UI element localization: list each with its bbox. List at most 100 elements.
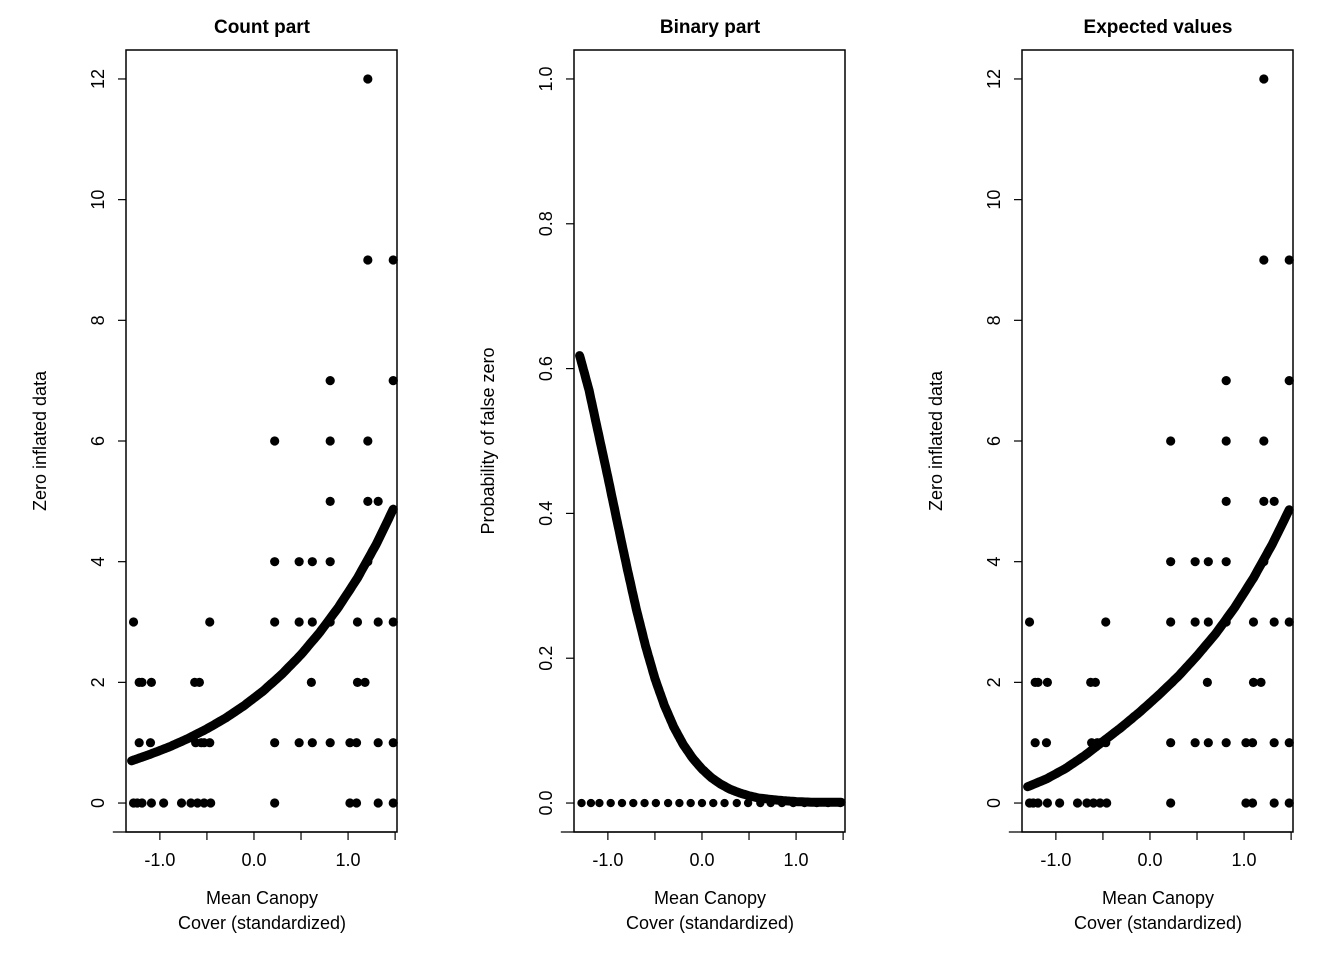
x-tick-label: 1.0: [784, 850, 809, 870]
y-tick-label: 0.0: [536, 791, 556, 816]
data-point: [270, 617, 280, 627]
data-point: [270, 798, 280, 808]
data-point: [363, 255, 373, 265]
data-point: [663, 798, 673, 808]
data-point: [1203, 617, 1213, 627]
data-point: [128, 617, 139, 627]
y-tick-label: 6: [984, 436, 1004, 446]
data-point: [1190, 557, 1200, 567]
y-tick-label: 6: [88, 436, 108, 446]
panel-expected-values: Expected values -1.0 0.0 1.0 0 2 4 6 8 10 12 Mean…: [926, 17, 1294, 933]
data-point: [270, 436, 280, 446]
data-point: [586, 798, 596, 808]
data-point: [777, 798, 787, 808]
y-tick-label: 0.2: [536, 646, 556, 671]
data-point: [388, 617, 398, 627]
data-point: [1033, 798, 1043, 808]
data-point: [1024, 617, 1035, 627]
data-point: [697, 798, 707, 808]
x-tick-label: -1.0: [144, 850, 175, 870]
data-point: [270, 738, 280, 748]
data-point: [709, 798, 718, 808]
x-tick-label: 0.0: [241, 850, 266, 870]
y-axis-label: Probability of false zero: [478, 347, 498, 534]
data-point: [373, 617, 383, 627]
data-point: [134, 738, 144, 748]
data-point: [1284, 255, 1294, 265]
y-tick-label: 0.4: [536, 501, 556, 526]
data-point: [1166, 557, 1176, 567]
data-point: [1247, 738, 1258, 748]
data-point: [325, 557, 335, 567]
data-point: [205, 738, 215, 748]
data-point: [800, 798, 809, 808]
plot-frame: [573, 49, 846, 833]
data-point: [325, 376, 335, 386]
plot-marks: -1.0 0.0 1.0 0.0 0.2 0.4 0.6 0.8 1.0: [536, 66, 846, 870]
data-point: [307, 617, 317, 627]
x-axis-label-line-2: Cover (standardized): [1074, 913, 1242, 933]
data-point: [1248, 617, 1259, 627]
data-point: [836, 798, 845, 808]
data-point: [146, 677, 157, 687]
data-point: [373, 496, 383, 506]
data-point: [351, 798, 362, 808]
data-point: [145, 738, 156, 748]
data-point: [1221, 376, 1231, 386]
data-point: [1259, 436, 1269, 446]
data-point: [137, 798, 147, 808]
data-point: [270, 557, 280, 567]
data-point: [1269, 798, 1279, 808]
data-point: [1269, 496, 1279, 506]
panel-count-part: Count part -1.0 0.0 1.0 0 2 4 6 8 10 12 Mean Cano…: [30, 17, 398, 933]
data-point: [1284, 798, 1294, 808]
data-point: [1190, 738, 1200, 748]
data-point: [789, 798, 798, 808]
data-point: [577, 798, 586, 808]
data-point: [146, 798, 157, 808]
plot-marks: -1.0 0.0 1.0 0 2 4 6 8 10 12: [984, 69, 1294, 870]
data-point: [720, 798, 729, 808]
data-point: [1241, 738, 1251, 748]
panel-title: Count part: [214, 17, 311, 38]
data-point: [363, 496, 373, 506]
fitted-curve: [127, 504, 398, 766]
data-point: [1259, 74, 1269, 84]
y-tick-label: 8: [88, 315, 108, 325]
y-tick-label: 2: [984, 677, 1004, 687]
data-point: [1166, 798, 1176, 808]
y-tick-label: 10: [984, 190, 1004, 210]
data-point: [1042, 677, 1053, 687]
data-point: [373, 738, 383, 748]
data-point: [307, 738, 317, 748]
data-point: [306, 677, 316, 687]
data-point: [1221, 496, 1231, 506]
data-point: [1101, 738, 1111, 748]
data-point: [1203, 557, 1213, 567]
data-point: [176, 798, 187, 808]
data-point: [1284, 738, 1294, 748]
data-point: [1190, 617, 1200, 627]
x-axis-label-line-1: Mean Canopy: [206, 888, 318, 908]
data-point: [1221, 617, 1231, 627]
data-point: [606, 798, 615, 808]
data-point: [1247, 798, 1258, 808]
data-point: [345, 798, 355, 808]
data-point: [1259, 557, 1269, 567]
data-point: [206, 798, 216, 808]
y-tick-label: 12: [984, 69, 1004, 89]
y-tick-label: 2: [88, 677, 108, 687]
y-tick-label: 0: [88, 798, 108, 808]
data-point: [199, 798, 209, 808]
data-point: [1259, 496, 1269, 506]
data-point: [756, 798, 765, 808]
data-point: [351, 738, 362, 748]
x-axis-label-line-1: Mean Canopy: [654, 888, 766, 908]
y-tick-label: 0.8: [536, 211, 556, 236]
data-point: [363, 557, 373, 567]
plot-frame: [125, 49, 398, 833]
data-point: [823, 798, 833, 808]
data-point: [595, 798, 604, 808]
panel-binary-part: Binary part -1.0 0.0 1.0 0.0 0.2 0.4 0.6 0.8 1.0…: [478, 17, 846, 933]
